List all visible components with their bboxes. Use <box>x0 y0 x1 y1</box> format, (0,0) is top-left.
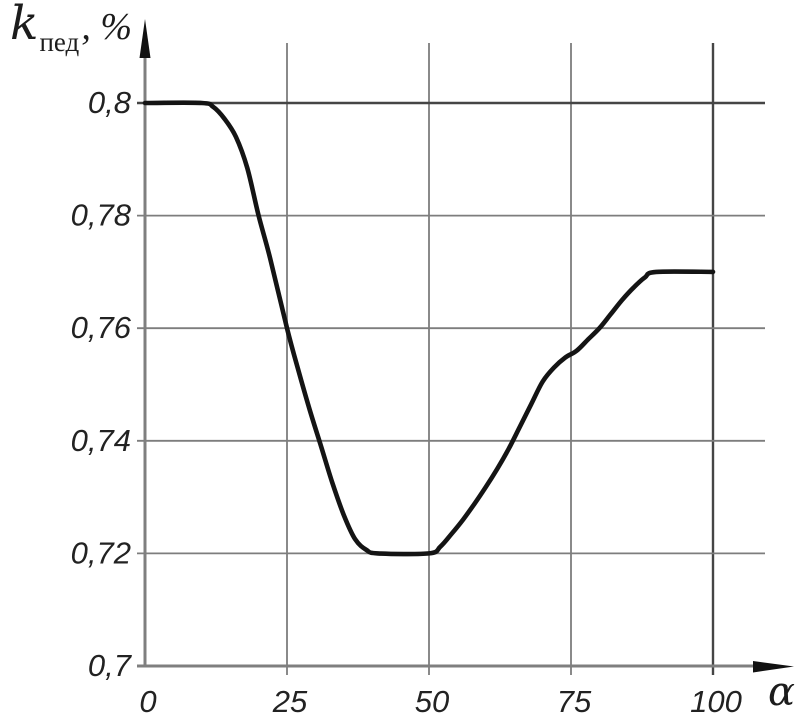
x-tick-label: 50 <box>415 684 449 719</box>
y-tick-label: 0,78 <box>71 198 132 233</box>
y-tick-label: 0,72 <box>71 535 131 570</box>
x-tick-label: 75 <box>557 684 592 719</box>
data-curve <box>142 100 716 557</box>
x-tick-label: 25 <box>272 684 308 719</box>
y-tick-label: 0,7 <box>88 648 133 683</box>
x-axis-arrow-icon <box>753 661 794 673</box>
y-axis-title: kпед, % <box>10 0 132 56</box>
x-axis-title: α <box>768 669 796 715</box>
y-axis-unit: , % <box>81 6 132 48</box>
x-tick-label: 0 <box>139 684 156 719</box>
y-tick-label: 0,74 <box>71 423 131 458</box>
y-axis-symbol: k <box>10 0 39 51</box>
y-axis-arrow-icon <box>139 19 151 58</box>
y-axis-subscript: пед <box>39 27 80 58</box>
y-tick-label: 0,8 <box>88 85 132 120</box>
y-tick-label: 0,76 <box>71 310 132 345</box>
x-tick-label: 100 <box>690 684 742 719</box>
